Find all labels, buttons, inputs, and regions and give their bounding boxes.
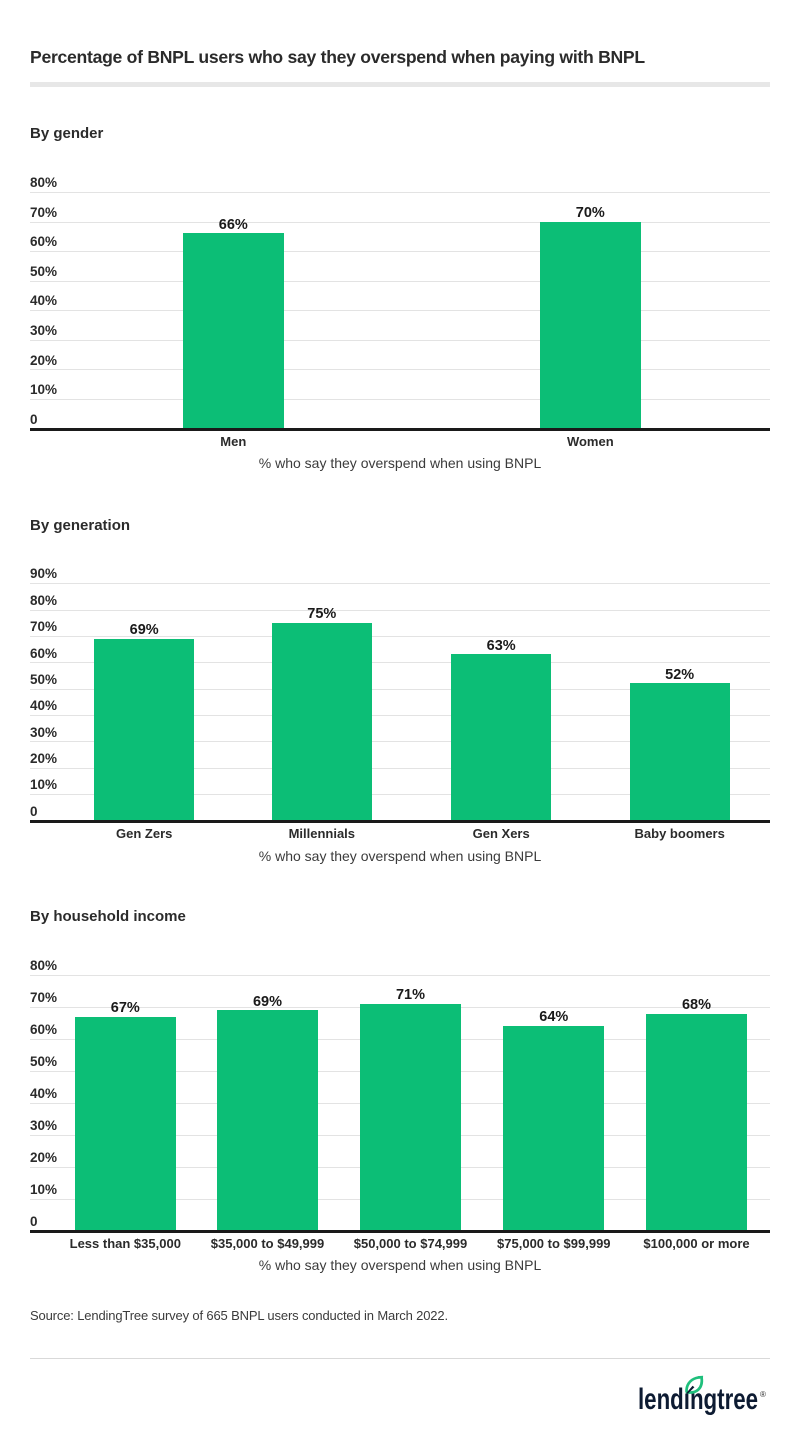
svg-text:®: ®: [760, 1390, 766, 1399]
